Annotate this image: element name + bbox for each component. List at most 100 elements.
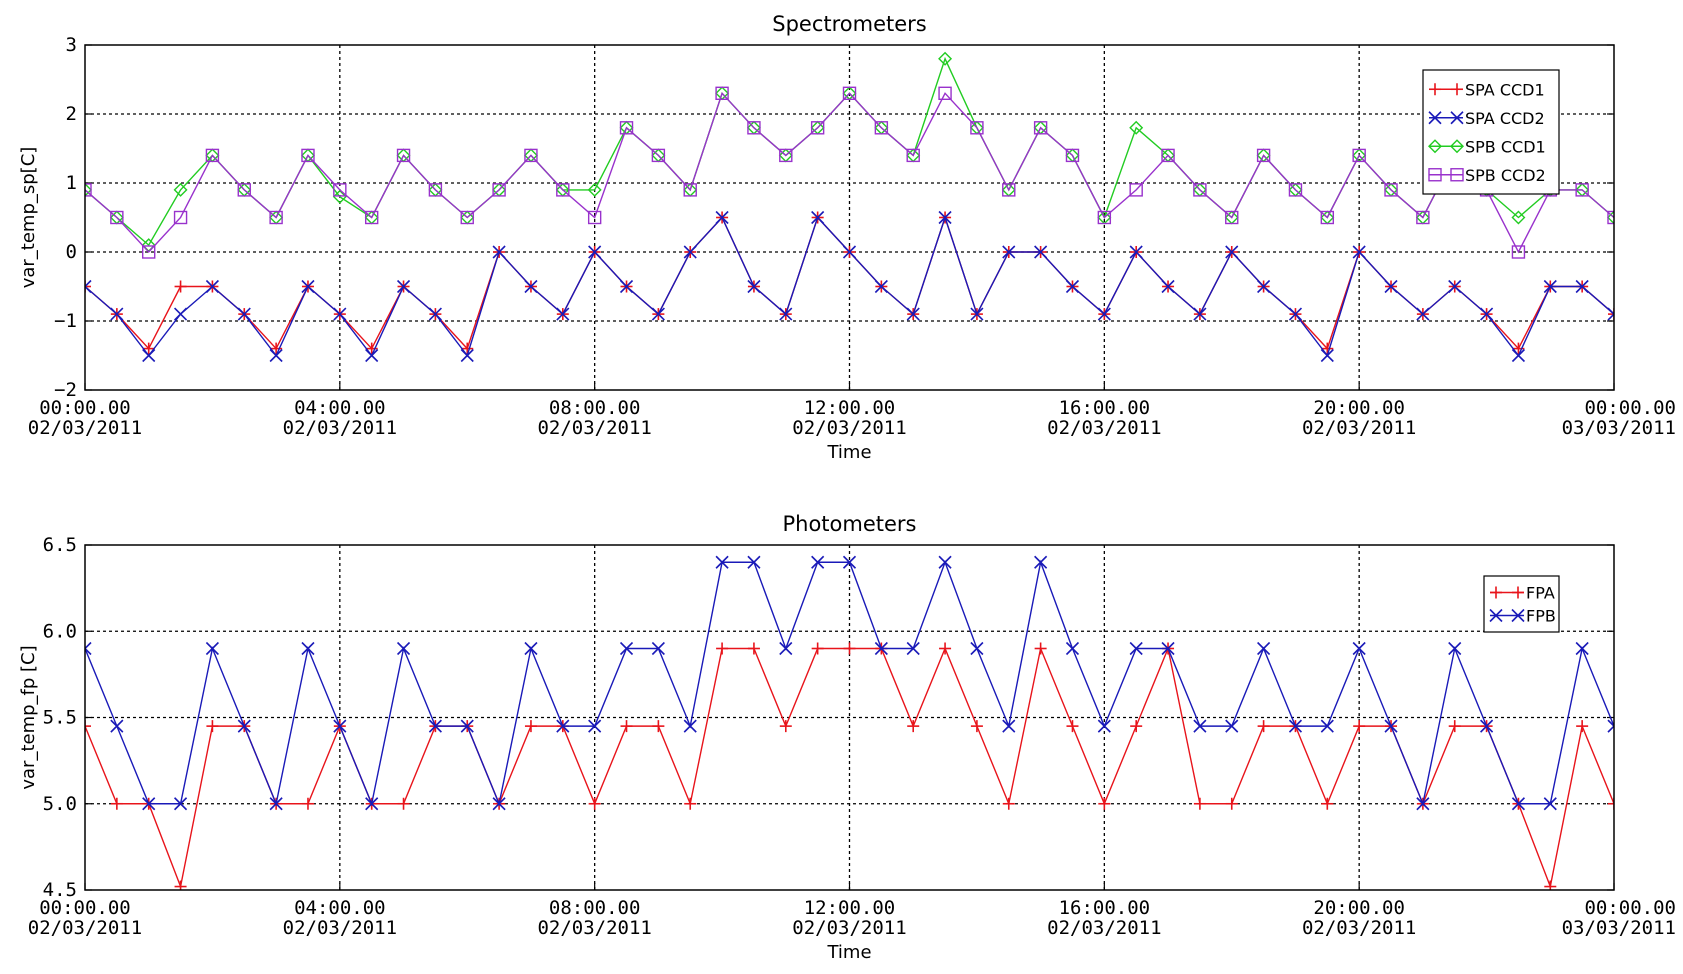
data-point [1225,245,1239,259]
legend: FPA FPB [1483,575,1560,633]
x-tick-time: 20:00.00 [1313,397,1405,419]
data-point [651,641,665,656]
x-tick-date: 02/03/2011 [283,417,397,439]
data-point [1097,719,1111,733]
data-point [1129,641,1143,656]
x-tick-time: 12:00.00 [804,397,896,419]
data-point [524,641,538,656]
chart-panel-1: Spectrometers3210−1−200:00.0002/03/20110… [18,12,1676,463]
legend-marker [1428,168,1442,182]
legend-marker [1512,586,1524,599]
data-point [110,797,123,810]
data-point [1002,719,1016,733]
series-fpb [85,555,1614,811]
x-tick-time: 00:00.00 [39,897,131,919]
data-point [1257,720,1270,733]
data-point [1321,342,1334,355]
data-point [365,348,379,363]
data-point [173,797,188,811]
data-point [874,121,889,135]
y-tick-label: −1 [54,310,77,332]
y-axis-label: var_temp_fp [C] [18,645,39,789]
data-point [1352,641,1366,656]
data-point [556,719,570,733]
x-tick-time: 08:00.00 [549,397,641,419]
data-point [333,183,347,197]
data-point [524,720,537,733]
data-point [1448,641,1462,656]
x-tick-date: 02/03/2011 [28,417,142,439]
data-point [1033,121,1048,135]
data-point [1511,348,1526,363]
data-point [587,210,602,225]
series-spb-ccd2 [85,86,1614,259]
data-point [142,797,156,811]
x-tick-date: 02/03/2011 [792,917,906,939]
data-point [747,642,760,655]
data-point [333,719,347,733]
legend-entry: SPA CCD1 [1429,80,1545,99]
x-tick-time: 16:00.00 [1059,897,1151,919]
data-point [907,720,920,733]
legend-label: FPA [1526,584,1555,603]
data-point [1193,183,1207,197]
x-tick-date: 02/03/2011 [1047,917,1161,939]
data-point [428,183,443,197]
x-tick-time: 08:00.00 [549,897,641,919]
data-point [970,641,984,656]
x-tick-date: 02/03/2011 [537,917,651,939]
data-point [173,182,188,197]
data-point [779,720,792,733]
y-tick-label: 1 [66,172,77,194]
data-point [110,719,124,733]
data-point [1065,641,1080,656]
x-tick-time: 16:00.00 [1059,397,1151,419]
chart-title: Spectrometers [772,12,927,36]
x-tick-time: 00:00.00 [39,397,131,419]
x-tick-date: 02/03/2011 [1302,917,1416,939]
data-point [939,642,952,655]
data-point [1608,797,1614,810]
data-point [1607,210,1614,225]
data-point [556,307,570,321]
x-tick-date: 02/03/2011 [1047,417,1161,439]
legend-marker [1450,168,1464,182]
data-point [1129,245,1143,259]
data-point [1288,307,1303,321]
data-point [587,182,602,197]
data-point [619,121,634,135]
data-point [1002,183,1016,197]
data-point [1416,307,1430,321]
data-point [1384,719,1398,733]
data-point [683,719,697,733]
data-point [843,642,856,655]
data-point [1161,148,1175,163]
data-point [716,642,729,655]
data-point [205,279,219,294]
data-point [205,641,219,656]
data-point [332,189,347,204]
data-point [1065,148,1080,163]
y-tick-label: 0 [66,241,77,263]
legend: SPA CCD1 SPA CCD2 SPB CCD1 SPB CCD2 [1422,69,1560,195]
x-axis-label: Time [826,442,871,463]
data-point [619,279,634,294]
data-point [1321,797,1334,810]
data-point [906,641,920,656]
data-point [874,641,888,656]
x-tick-date: 02/03/2011 [283,917,397,939]
legend-marker [1490,586,1502,599]
data-point [365,797,379,811]
data-point [588,797,601,810]
data-point [1384,279,1398,294]
y-tick-label: −2 [54,379,77,401]
data-point [906,307,920,321]
data-point [85,641,92,656]
legend-marker [1428,139,1442,154]
data-point [269,348,283,363]
data-point [1098,797,1111,810]
x-tick-date: 03/03/2011 [1562,917,1676,939]
x-tick-date: 02/03/2011 [537,417,651,439]
data-point [874,279,888,294]
data-point [301,797,314,810]
